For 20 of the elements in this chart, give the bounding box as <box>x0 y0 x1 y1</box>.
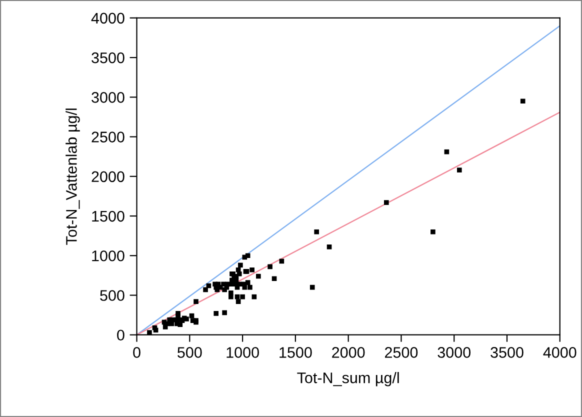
y-tick-label: 4000 <box>91 12 124 24</box>
x-tick-label: 2000 <box>332 347 365 358</box>
y-axis-title: Tot-N_Vattenlab µg/l <box>66 108 80 245</box>
y-tick-label: 0 <box>117 330 124 341</box>
x-tick-label: 3500 <box>490 347 524 358</box>
x-tick-label: 4000 <box>543 347 576 358</box>
y-tick-label: 1000 <box>92 250 124 262</box>
y-tick-label: 500 <box>100 290 124 301</box>
y-tick-label: 3500 <box>92 52 124 64</box>
x-tick-label: 1000 <box>226 347 259 358</box>
x-axis-title: Tot-N_sum µg/l <box>297 372 399 386</box>
y-tick-label: 3000 <box>92 92 124 103</box>
y-tick-label: 2500 <box>92 132 124 142</box>
y-tick-label: 2000 <box>92 171 124 182</box>
x-tick-label: 0 <box>133 347 140 358</box>
y-tick-label: 1500 <box>92 210 124 222</box>
x-tick-label: 2500 <box>384 347 418 358</box>
x-tick-label: 3000 <box>438 347 471 358</box>
x-tick-label: 1500 <box>280 347 312 358</box>
x-tick-label: 500 <box>178 347 202 358</box>
